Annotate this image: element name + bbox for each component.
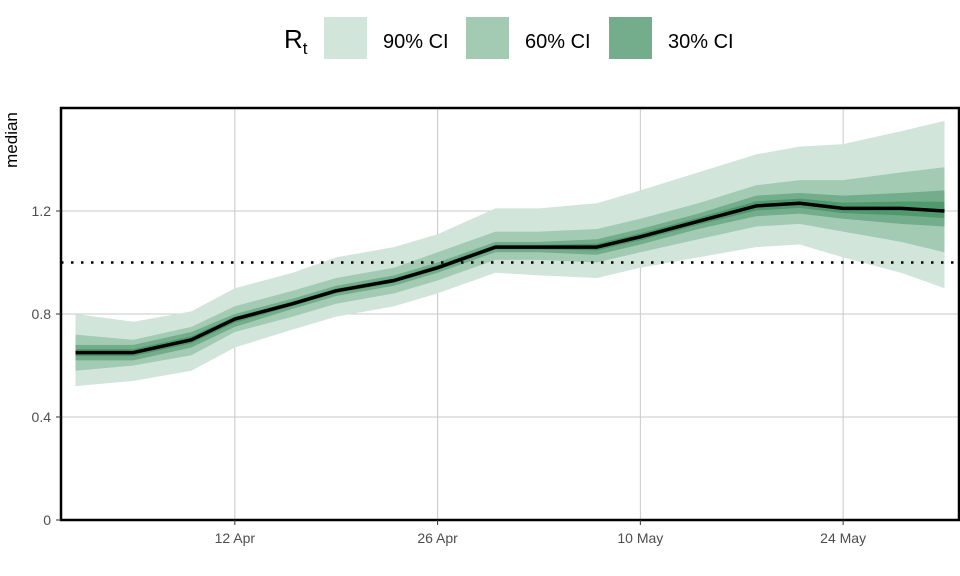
ci-bands [75, 120, 945, 387]
legend-label-30: 30% CI [668, 31, 734, 53]
legend-swatch-30 [609, 17, 652, 59]
x-tick-label-1: 26 Apr [417, 530, 458, 546]
median-line [75, 201, 945, 355]
x-tick-label-2: 10 May [617, 530, 663, 546]
legend: Rt 90% CI 60% CI 30% CI [284, 17, 734, 59]
y-tick-label-1: 0.4 [32, 409, 52, 425]
legend-label-90: 90% CI [383, 31, 449, 53]
legend-swatch-90 [324, 17, 367, 59]
legend-swatch-60 [466, 17, 509, 59]
legend-title: Rt [284, 24, 308, 58]
y-tick-label-2: 0.8 [32, 306, 52, 322]
median-line-group [75, 201, 945, 355]
y-tick-label-0: 0 [43, 512, 51, 528]
x-tick-label-0: 12 Apr [215, 530, 256, 546]
y-axis-title: median [2, 112, 21, 168]
y-tick-label-3: 1.2 [32, 203, 52, 219]
x-tick-label-3: 24 May [820, 530, 866, 546]
x-axis-ticks: 12 Apr 26 Apr 10 May 24 May [215, 520, 866, 546]
legend-label-60: 60% CI [525, 31, 591, 53]
y-axis-ticks: 0 0.4 0.8 1.2 [32, 203, 61, 528]
